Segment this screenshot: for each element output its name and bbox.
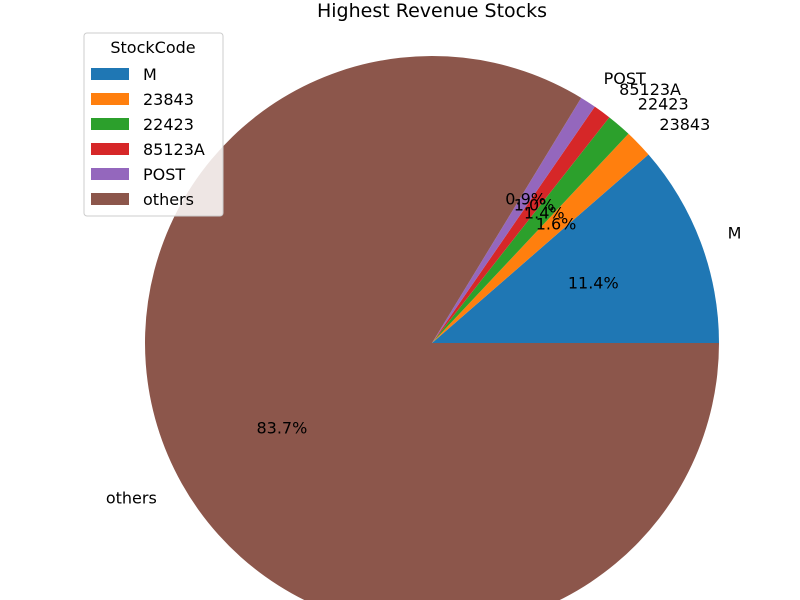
- pie-slice-m: [432, 154, 719, 343]
- legend-entries: M 23843 22423 85123A POST others: [91, 65, 205, 209]
- chart-title: Highest Revenue Stocks: [317, 0, 547, 22]
- slice-label-others: others: [106, 489, 157, 508]
- pct-label-22423: 1.4%: [524, 203, 565, 222]
- pie-slice-85123a: [432, 106, 610, 344]
- legend-swatch-85123a: [91, 143, 129, 155]
- pie-slice-22423: [432, 117, 629, 343]
- pct-label-m: 11.4%: [568, 274, 619, 293]
- pct-label-85123a: 1.0%: [514, 195, 555, 214]
- slice-label-23843: 23843: [659, 115, 710, 134]
- percentage-labels: 11.4% 1.6%1.4%1.0%0.9% 83.7%: [256, 189, 618, 437]
- legend-label-23843: 23843: [143, 90, 194, 109]
- slice-label-22423: 22423: [638, 95, 689, 114]
- pie-slice-others: [145, 56, 719, 600]
- legend-label-post: POST: [143, 165, 185, 184]
- legend-title: StockCode: [110, 38, 195, 57]
- slice-label-85123a: 85123A: [619, 80, 681, 99]
- pct-label-23843: 1.6%: [536, 215, 577, 234]
- pie-slice-23843: [432, 133, 649, 343]
- legend-label-m: M: [143, 65, 157, 84]
- pie-slices: [145, 56, 719, 600]
- pct-label-others: 83.7%: [256, 418, 307, 437]
- pie-slice-post: [432, 97, 595, 343]
- legend-label-85123a: 85123A: [143, 140, 205, 159]
- legend-swatch-22423: [91, 118, 129, 130]
- legend: StockCode M 23843 22423 85123A POST others: [83, 32, 224, 217]
- legend-swatch-m: [91, 68, 129, 80]
- pct-label-post: 0.9%: [505, 189, 546, 208]
- legend-swatch-23843: [91, 93, 129, 105]
- slice-label-m: M: [728, 223, 742, 242]
- legend-label-others: others: [143, 190, 194, 209]
- legend-swatch-others: [91, 193, 129, 205]
- legend-swatch-post: [91, 168, 129, 180]
- slice-label-post: POST: [604, 69, 646, 88]
- legend-label-22423: 22423: [143, 115, 194, 134]
